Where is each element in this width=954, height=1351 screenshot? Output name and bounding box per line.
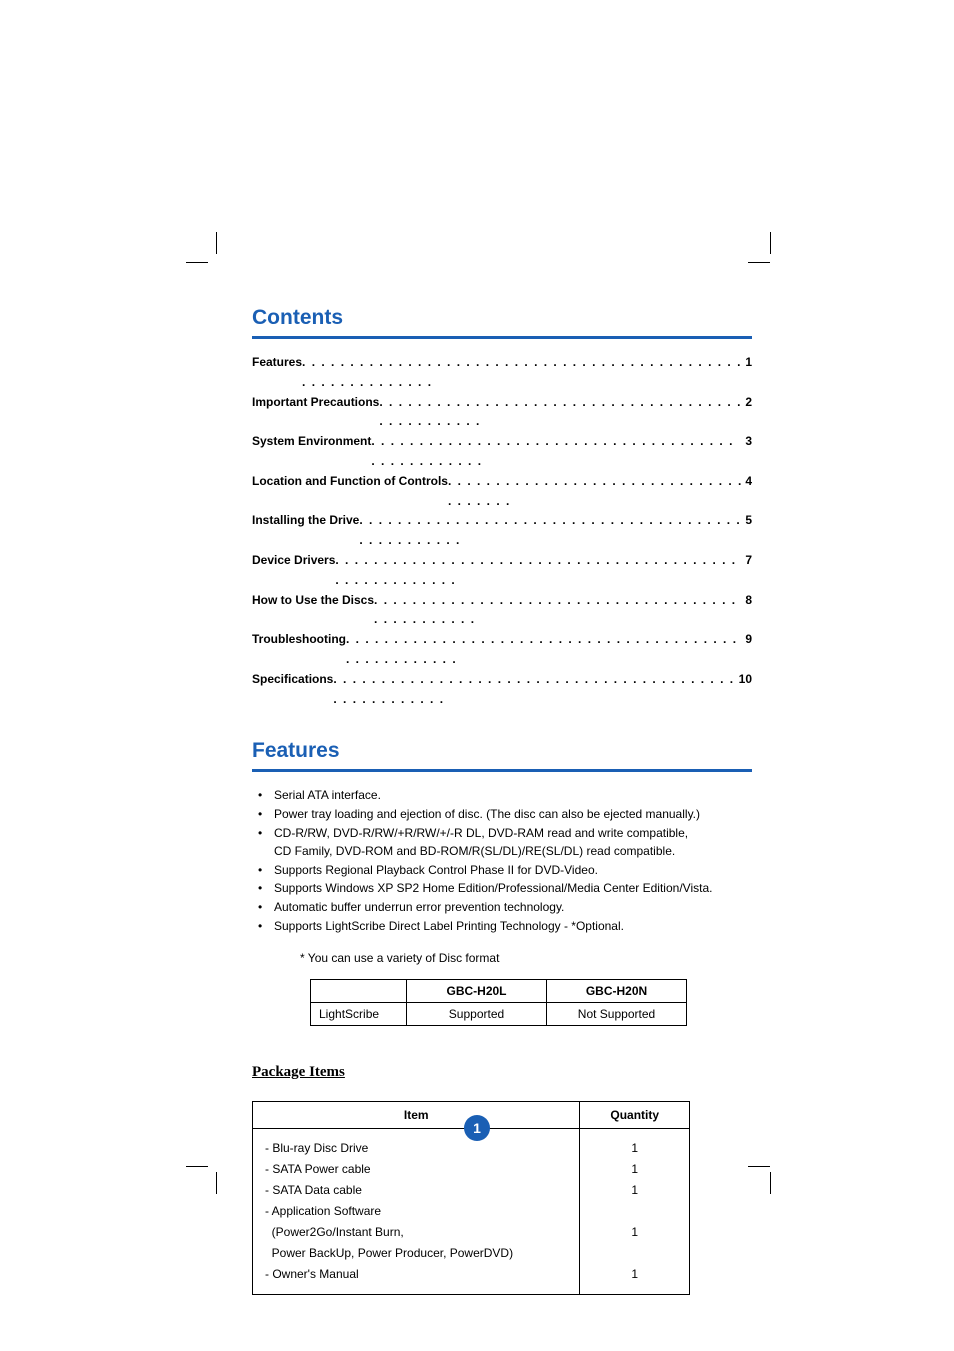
toc-label: Location and Function of Controls [252,472,448,512]
toc-dots: . . . . . . . . . . . . . . . . . . . . … [448,472,743,512]
toc-label: Important Precautions [252,393,379,433]
pkg-header-item: Item [253,1102,580,1129]
features-rule [252,769,752,772]
features-title: Features [252,739,752,763]
toc-page: 2 [743,393,752,433]
toc-row: Important Precautions . . . . . . . . . … [252,393,752,433]
feature-item: Automatic buffer underrun error preventi… [258,898,752,917]
table-of-contents: Features . . . . . . . . . . . . . . . .… [252,353,752,709]
toc-page: 7 [743,551,752,591]
toc-row: Location and Function of Controls . . . … [252,472,752,512]
features-note: * You can use a variety of Disc format [300,951,752,965]
disc-table-cell: Not Supported [547,1003,687,1026]
pkg-item: - Blu-ray Disc Drive [265,1138,567,1159]
package-items-title: Package Items [252,1064,752,1081]
toc-label: Installing the Drive [252,511,359,551]
pkg-qty: 1 [592,1159,677,1180]
toc-row: Device Drivers . . . . . . . . . . . . .… [252,551,752,591]
crop-mark [186,1166,208,1167]
pkg-header-qty: Quantity [580,1102,690,1129]
disc-table-cell: Supported [407,1003,547,1026]
toc-label: How to Use the Discs [252,591,374,631]
toc-label: System Environment [252,432,371,472]
pkg-item: - SATA Data cable [265,1180,567,1201]
pkg-item: - Application Software (Power2Go/Instant… [265,1201,567,1264]
pkg-qty: 1 [592,1264,677,1285]
toc-row: Specifications . . . . . . . . . . . . .… [252,670,752,710]
page-number-badge: 1 [464,1115,490,1141]
feature-item: Supports LightScribe Direct Label Printi… [258,917,752,936]
toc-row: System Environment . . . . . . . . . . .… [252,432,752,472]
features-list: Serial ATA interface. Power tray loading… [258,786,752,935]
toc-page: 8 [743,591,752,631]
toc-page: 10 [737,670,752,710]
toc-dots: . . . . . . . . . . . . . . . . . . . . … [302,353,743,393]
toc-row: Features . . . . . . . . . . . . . . . .… [252,353,752,393]
pkg-qty: 1 [592,1222,677,1243]
toc-page: 5 [743,511,752,551]
toc-label: Features [252,353,302,393]
feature-item: Supports Windows XP SP2 Home Edition/Pro… [258,879,752,898]
pkg-qty [592,1243,677,1264]
toc-label: Specifications [252,670,333,710]
toc-dots: . . . . . . . . . . . . . . . . . . . . … [379,393,743,433]
disc-format-table: GBC-H20L GBC-H20N LightScribe Supported … [310,979,687,1026]
toc-label: Device Drivers [252,551,335,591]
crop-mark [216,232,217,254]
pkg-qty: 1 [592,1180,677,1201]
toc-dots: . . . . . . . . . . . . . . . . . . . . … [346,630,743,670]
toc-row: How to Use the Discs . . . . . . . . . .… [252,591,752,631]
toc-dots: . . . . . . . . . . . . . . . . . . . . … [371,432,743,472]
document-page: Contents Features . . . . . . . . . . . … [0,0,954,1351]
crop-mark [186,262,208,263]
crop-mark [216,1172,217,1194]
pkg-items-cell: - Blu-ray Disc Drive - SATA Power cable … [253,1129,580,1295]
toc-dots: . . . . . . . . . . . . . . . . . . . . … [333,670,736,710]
pkg-qty: 1 [592,1138,677,1159]
pkg-item: - SATA Power cable [265,1159,567,1180]
crop-mark [770,232,771,254]
page-content: Contents Features . . . . . . . . . . . … [252,306,752,1295]
toc-row: Installing the Drive . . . . . . . . . .… [252,511,752,551]
feature-item: CD-R/RW, DVD-R/RW/+R/RW/+/-R DL, DVD-RAM… [258,824,752,861]
toc-page: 3 [743,432,752,472]
feature-item: Supports Regional Playback Control Phase… [258,861,752,880]
crop-mark [770,1172,771,1194]
toc-page: 4 [743,472,752,512]
disc-table-header [311,980,407,1003]
disc-table-header: GBC-H20N [547,980,687,1003]
contents-rule [252,336,752,339]
toc-label: Troubleshooting [252,630,346,670]
pkg-qty-cell: 1 1 1 1 1 [580,1129,690,1295]
toc-dots: . . . . . . . . . . . . . . . . . . . . … [359,511,743,551]
feature-item: Serial ATA interface. [258,786,752,805]
pkg-item: - Owner's Manual [265,1264,567,1285]
toc-page: 1 [743,353,752,393]
toc-dots: . . . . . . . . . . . . . . . . . . . . … [335,551,743,591]
contents-title: Contents [252,306,752,330]
feature-item: Power tray loading and ejection of disc.… [258,805,752,824]
disc-table-cell: LightScribe [311,1003,407,1026]
toc-row: Troubleshooting . . . . . . . . . . . . … [252,630,752,670]
pkg-qty [592,1201,677,1222]
toc-dots: . . . . . . . . . . . . . . . . . . . . … [374,591,743,631]
crop-mark [748,262,770,263]
toc-page: 9 [743,630,752,670]
disc-table-header: GBC-H20L [407,980,547,1003]
